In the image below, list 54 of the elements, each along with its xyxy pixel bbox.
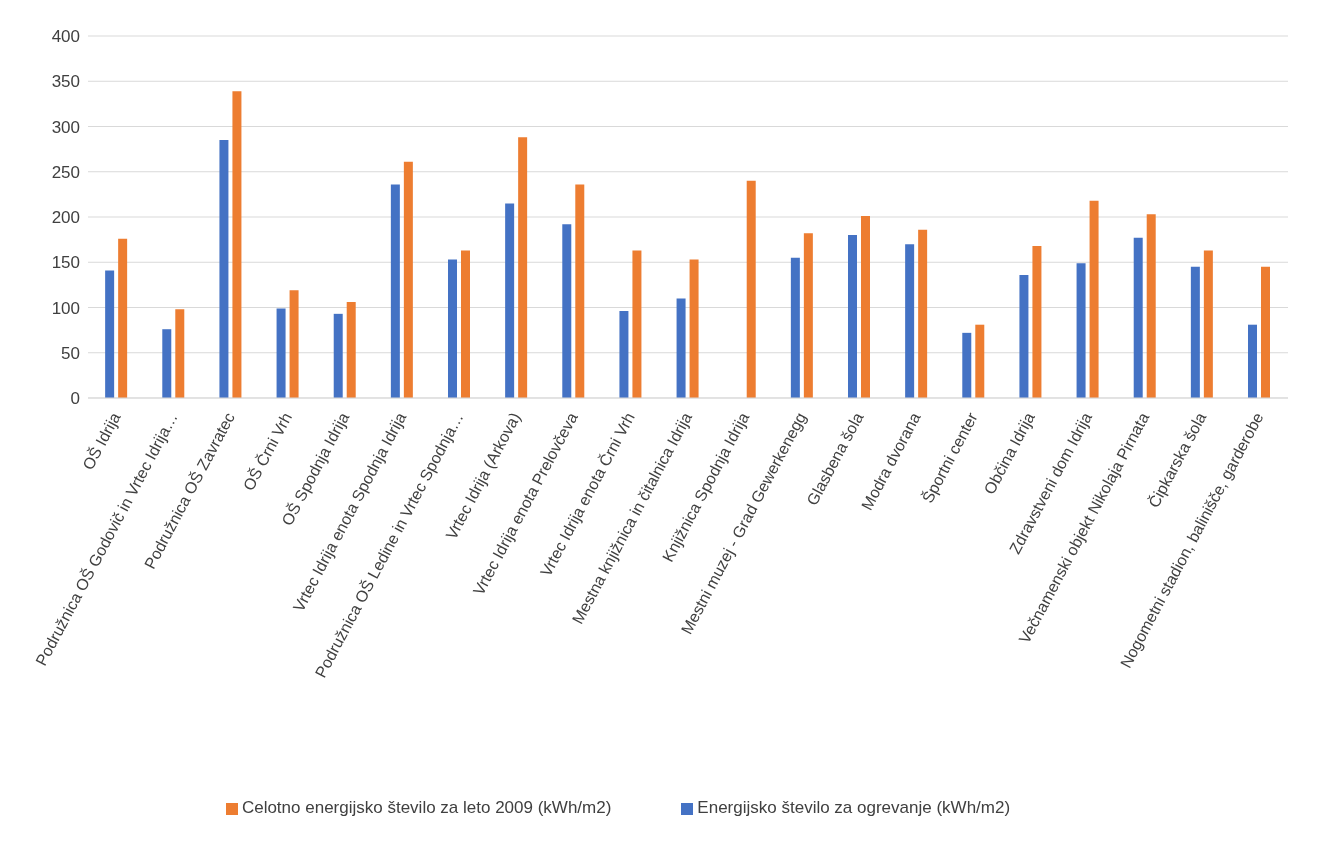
- bar: [289, 290, 299, 398]
- bar: [790, 257, 800, 398]
- y-tick-label: 50: [61, 343, 80, 363]
- bar: [232, 91, 242, 398]
- bar: [689, 259, 699, 398]
- bar: [1203, 250, 1213, 398]
- bar: [1261, 266, 1270, 398]
- bar: [975, 324, 985, 398]
- x-tick-label: OŠ Črni Vrh: [238, 409, 296, 494]
- y-tick-label: 250: [51, 162, 80, 182]
- bar: [562, 224, 572, 398]
- bar: [505, 203, 515, 398]
- bar: [1089, 200, 1099, 398]
- y-tick-label: 100: [51, 298, 80, 318]
- bar: [575, 184, 585, 398]
- bar: [276, 308, 286, 398]
- x-tick-label: OŠ Idrija: [78, 409, 124, 473]
- bar: [390, 184, 400, 398]
- bar: [632, 250, 642, 398]
- bar: [1190, 266, 1200, 398]
- bar: [905, 244, 915, 398]
- bar: [918, 229, 928, 398]
- y-tick-label: 150: [51, 253, 80, 273]
- bar: [175, 309, 185, 398]
- bar: [333, 313, 343, 398]
- bar: [746, 180, 756, 398]
- bar: [1133, 237, 1143, 398]
- bar: [448, 259, 457, 398]
- y-tick-label: 400: [51, 27, 80, 47]
- bar: [162, 329, 172, 398]
- y-tick-label: 350: [51, 72, 80, 92]
- bar: [518, 137, 528, 398]
- bar: [1146, 214, 1156, 398]
- bar: [962, 332, 972, 398]
- y-tick-label: 300: [51, 117, 80, 137]
- bar: [619, 311, 629, 398]
- bar: [105, 270, 115, 398]
- y-tick-label: 200: [51, 208, 80, 228]
- bar: [803, 233, 813, 398]
- bar: [461, 250, 470, 398]
- bar: [861, 216, 870, 398]
- bar: [219, 140, 229, 398]
- bar: [403, 161, 413, 398]
- bar: [676, 298, 686, 398]
- bar: [1248, 324, 1257, 398]
- bar: [848, 235, 857, 398]
- legend-label: Energijsko število za ogrevanje (kWh/m2): [697, 798, 1011, 817]
- y-tick-label: 0: [70, 389, 80, 409]
- bar: [1076, 263, 1086, 398]
- bar: [118, 238, 128, 398]
- bar: [1032, 245, 1042, 398]
- bar: [1019, 274, 1029, 398]
- legend-label: Celotno energijsko število za leto 2009 (kWh/m2): [241, 798, 612, 817]
- bar: [346, 302, 356, 398]
